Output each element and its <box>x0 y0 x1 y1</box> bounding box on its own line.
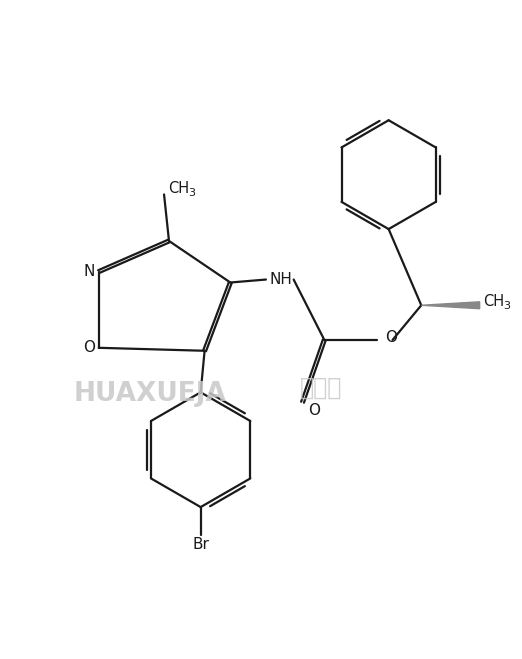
Text: HUAXUEJA: HUAXUEJA <box>74 382 227 407</box>
Text: Br: Br <box>192 537 209 552</box>
Text: CH: CH <box>483 294 505 309</box>
Text: 3: 3 <box>503 301 511 311</box>
Text: N: N <box>83 264 94 279</box>
Text: O: O <box>385 330 397 345</box>
Text: 化学加: 化学加 <box>300 376 342 399</box>
Text: NH: NH <box>269 272 292 287</box>
Text: 3: 3 <box>188 188 195 198</box>
Text: CH: CH <box>168 181 189 196</box>
Polygon shape <box>421 302 480 308</box>
Text: O: O <box>309 403 321 418</box>
Text: O: O <box>83 340 95 355</box>
